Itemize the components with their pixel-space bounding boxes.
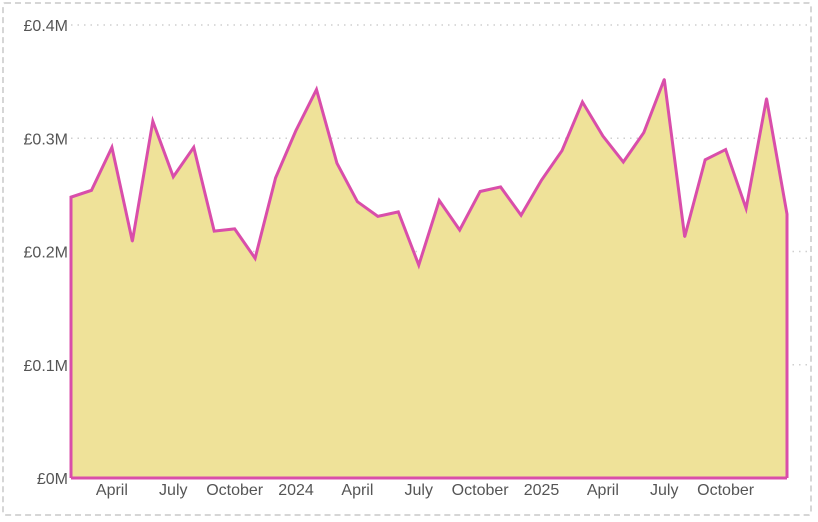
data-point xyxy=(131,240,134,243)
data-point xyxy=(785,212,789,216)
x-tick-label: April xyxy=(587,482,619,499)
data-point xyxy=(90,189,93,192)
data-point xyxy=(376,215,380,218)
series-line xyxy=(69,78,789,478)
x-tick-label: October xyxy=(452,482,510,499)
y-axis-tick-labels: £0M £0.1M £0.2M £0.3M £0.4M xyxy=(24,18,68,488)
data-point xyxy=(683,235,686,238)
data-point xyxy=(315,88,318,91)
area-series xyxy=(69,78,789,480)
data-point xyxy=(622,160,625,164)
data-point xyxy=(458,228,461,232)
data-point xyxy=(172,175,175,178)
data-point xyxy=(192,146,195,149)
area-fill xyxy=(71,79,787,479)
data-point xyxy=(499,185,502,189)
data-point xyxy=(213,229,216,233)
x-tick-label: April xyxy=(96,482,128,499)
y-tick-label: £0.1M xyxy=(24,358,68,375)
data-point xyxy=(233,227,236,231)
data-point xyxy=(397,210,400,214)
data-point xyxy=(765,97,768,100)
data-point xyxy=(110,146,114,149)
data-point xyxy=(744,207,748,210)
x-tick-label: 2024 xyxy=(278,482,314,499)
data-point xyxy=(151,120,155,123)
x-tick-label: July xyxy=(159,482,187,499)
x-tick-label: 2025 xyxy=(524,482,560,499)
data-point xyxy=(724,148,727,151)
x-tick-label: October xyxy=(206,482,264,499)
x-axis-tick-labels: April July October 2024 April July October 2025… xyxy=(96,482,755,499)
data-point xyxy=(601,134,605,138)
data-point xyxy=(69,195,73,199)
data-point xyxy=(560,149,564,152)
data-point xyxy=(703,158,707,161)
y-tick-label: £0.3M xyxy=(24,131,68,148)
x-tick-label: July xyxy=(405,482,433,499)
data-point xyxy=(274,176,277,180)
x-tick-label: October xyxy=(697,482,755,499)
data-point xyxy=(356,200,359,203)
data-point xyxy=(540,178,543,182)
data-point xyxy=(663,78,666,81)
data-point xyxy=(335,161,339,165)
y-tick-label: £0.2M xyxy=(24,245,68,262)
y-tick-label: £0M xyxy=(37,471,68,488)
data-point xyxy=(294,129,298,132)
chart-frame xyxy=(2,2,812,516)
data-point xyxy=(417,263,420,267)
data-point xyxy=(642,131,645,134)
data-point xyxy=(478,190,482,193)
data-point xyxy=(581,100,584,104)
data-point xyxy=(519,214,523,217)
data-point xyxy=(438,199,441,202)
x-tick-label: July xyxy=(650,482,678,499)
x-tick-label: April xyxy=(341,482,373,499)
y-tick-label: £0.4M xyxy=(24,18,68,35)
data-point xyxy=(253,257,257,260)
